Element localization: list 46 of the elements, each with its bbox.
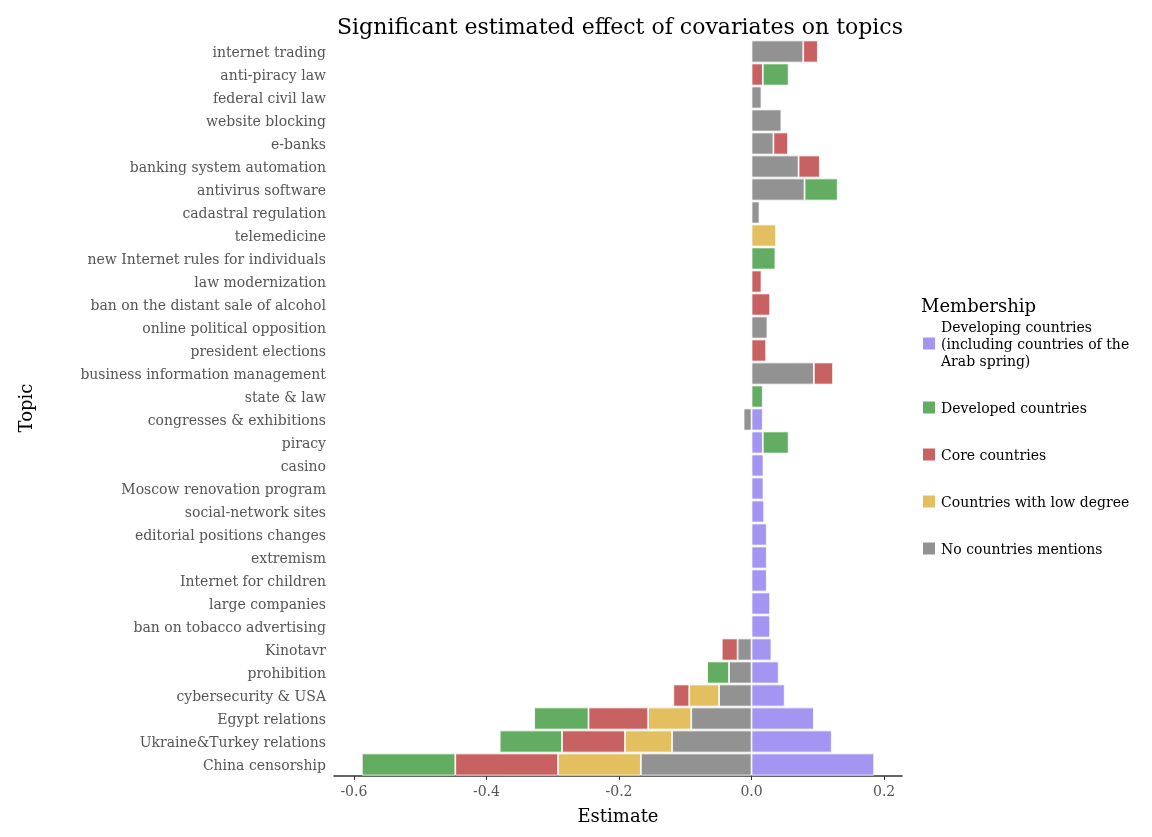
x-tick-label: 0.2 bbox=[872, 783, 896, 799]
y-tick-label: cybersecurity & USA bbox=[176, 687, 327, 704]
legend-label: Core countries bbox=[941, 446, 1047, 463]
y-tick-label: business information management bbox=[80, 365, 327, 382]
y-tick-label: telemedicine bbox=[234, 227, 326, 244]
y-tick-label: ban on tobacco advertising bbox=[133, 618, 327, 635]
legend-title: Membership bbox=[921, 294, 1037, 316]
y-tick-label: China censorship bbox=[202, 756, 327, 773]
legend-label: Countries with low degree bbox=[941, 493, 1130, 510]
chart-title: Significant estimated effect of covariates on topics bbox=[337, 13, 903, 39]
legend-label: Developing countries (including countries of the Arab spring) bbox=[940, 318, 1134, 369]
x-tick-label: 0.0 bbox=[740, 783, 763, 799]
y-tick-label: editorial positions changes bbox=[134, 526, 326, 543]
y-tick-label: Kinotavr bbox=[265, 641, 327, 658]
y-tick-label: online political opposition bbox=[142, 319, 326, 336]
y-tick-label: Moscow renovation program bbox=[121, 480, 326, 497]
y-tick-label: prohibition bbox=[247, 664, 326, 681]
y-tick-label: Internet for children bbox=[179, 572, 326, 589]
y-tick-label: state & law bbox=[244, 388, 326, 405]
x-tick-label: -0.2 bbox=[605, 783, 633, 799]
y-tick-label: federal civil law bbox=[212, 89, 327, 106]
y-tick-label: new Internet rules for individuals bbox=[87, 250, 326, 267]
y-tick-label: piracy bbox=[281, 434, 327, 451]
y-tick-label: internet trading bbox=[212, 43, 327, 60]
legend-label: Developed countries bbox=[941, 399, 1087, 416]
y-tick-label: e-banks bbox=[270, 135, 326, 152]
y-tick-label: ban on the distant sale of alcohol bbox=[90, 296, 327, 313]
y-tick-label: Egypt relations bbox=[217, 710, 326, 727]
y-tick-label: banking system automation bbox=[129, 158, 326, 175]
y-tick-label: social-network sites bbox=[184, 503, 326, 520]
y-tick-label: large companies bbox=[208, 595, 326, 612]
x-tick-label: -0.6 bbox=[340, 783, 368, 799]
x-tick-label: -0.4 bbox=[472, 783, 501, 799]
y-tick-label: antivirus software bbox=[197, 181, 326, 198]
y-tick-label: anti-piracy law bbox=[220, 66, 327, 83]
y-axis-title: Topic bbox=[14, 383, 36, 433]
y-tick-label: law modernization bbox=[194, 273, 326, 290]
y-tick-label: Ukraine&Turkey relations bbox=[139, 733, 326, 750]
y-tick-label: extremism bbox=[251, 549, 326, 566]
y-tick-label: president elections bbox=[190, 342, 326, 359]
y-tick-label: website blocking bbox=[206, 112, 327, 129]
x-axis-title: Estimate bbox=[577, 804, 659, 826]
y-tick-label: casino bbox=[280, 457, 326, 474]
legend-label: No countries mentions bbox=[941, 540, 1103, 557]
y-tick-label: cadastral regulation bbox=[182, 204, 326, 221]
y-tick-label: congresses & exhibitions bbox=[147, 411, 326, 428]
